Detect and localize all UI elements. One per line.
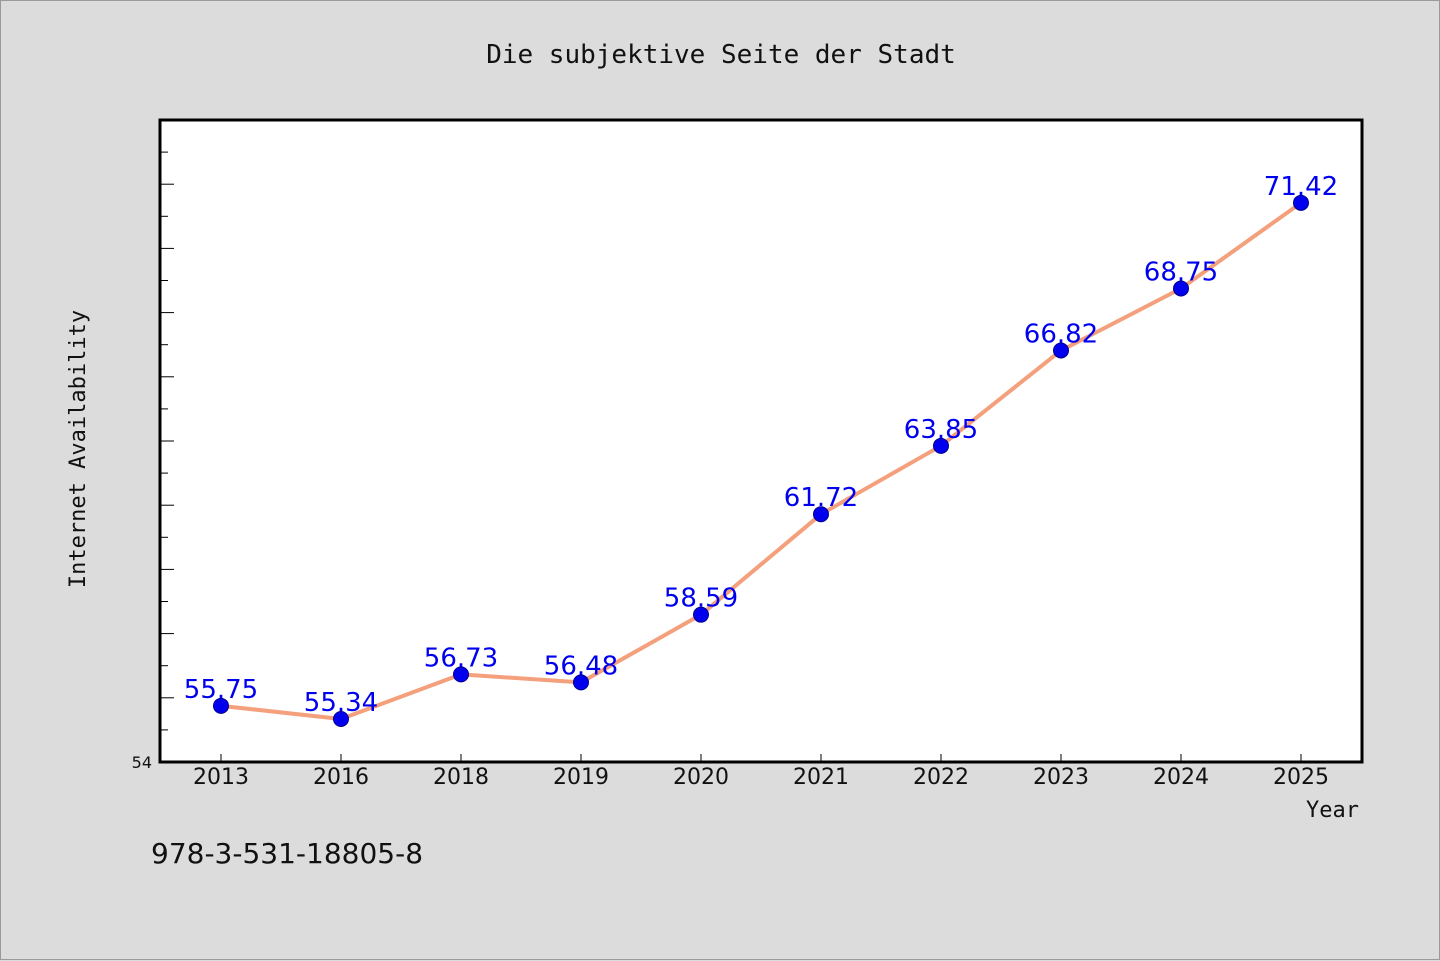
plot-area	[158, 118, 1364, 764]
data-label: 66.82	[1024, 319, 1098, 349]
series-line	[219, 200, 1303, 721]
data-label: 71.42	[1264, 172, 1338, 202]
x-tick-label: 2013	[193, 765, 249, 790]
data-label: 56.48	[544, 651, 618, 681]
x-tick-label: 2021	[793, 765, 849, 790]
data-label: 61.72	[784, 483, 858, 513]
x-tick-label: 2016	[313, 765, 369, 790]
data-point	[693, 606, 709, 623]
y-axis-label: Internet Availability	[66, 310, 91, 588]
data-point	[573, 674, 589, 691]
y-tick-label-min: 54	[132, 753, 152, 772]
data-point	[333, 710, 349, 727]
data-point	[933, 437, 949, 454]
data-markers	[213, 194, 1309, 727]
data-label: 68.75	[1144, 258, 1218, 288]
x-tick-label: 2020	[673, 765, 729, 790]
x-tick-label: 2023	[1033, 765, 1089, 790]
x-tick-label: 2019	[553, 765, 609, 790]
x-tick-label: 2025	[1273, 765, 1329, 790]
x-tick-label: 2022	[913, 765, 969, 790]
data-point	[1053, 342, 1069, 359]
x-axis-label: Year	[1306, 798, 1359, 823]
data-labels: 55.75 55.34 56.73 56.48 58.59 61.72 63.85 66.82…	[184, 172, 1338, 718]
chart-title: Die subjektive Seite der Stadt	[486, 40, 956, 70]
data-label: 55.75	[184, 675, 258, 705]
y-axis-ticks	[160, 151, 174, 731]
x-tick-label: 2018	[433, 765, 489, 790]
data-point	[1293, 194, 1309, 211]
data-label: 56.73	[424, 643, 498, 673]
data-point	[813, 506, 829, 523]
data-point	[1173, 280, 1189, 297]
isbn-footer: 978-3-531-18805-8	[151, 837, 423, 870]
data-label: 63.85	[904, 415, 978, 445]
x-axis-ticks: 2013 2016 2018 2019 2020 2021 2022 2023 2024 2025	[193, 754, 1329, 790]
x-tick-label: 2024	[1153, 765, 1209, 790]
data-point	[213, 697, 229, 714]
data-point	[453, 666, 469, 683]
data-label: 55.34	[304, 688, 378, 718]
data-label: 58.59	[664, 584, 738, 614]
